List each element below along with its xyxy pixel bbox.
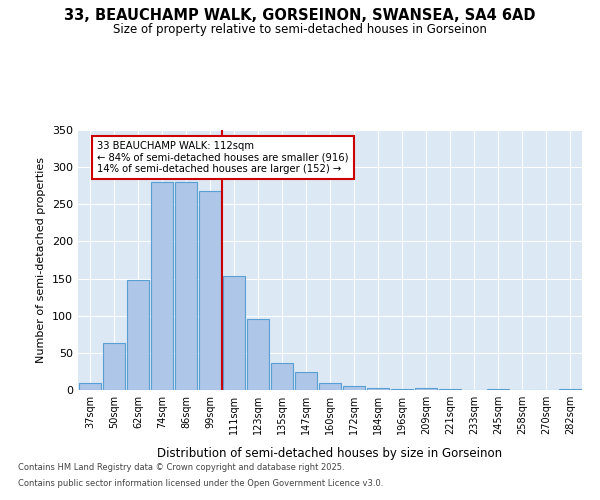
Text: Contains public sector information licensed under the Open Government Licence v3: Contains public sector information licen… (18, 478, 383, 488)
Bar (295, 372, 317, 390)
Bar (271, 362, 293, 390)
Bar (343, 386, 365, 390)
Bar (415, 388, 437, 390)
Bar (103, 343, 125, 390)
Y-axis label: Number of semi-detached properties: Number of semi-detached properties (37, 157, 46, 363)
Text: Contains HM Land Registry data © Crown copyright and database right 2025.: Contains HM Land Registry data © Crown c… (18, 464, 344, 472)
Text: Size of property relative to semi-detached houses in Gorseinon: Size of property relative to semi-detach… (113, 22, 487, 36)
Bar (223, 276, 245, 390)
Bar (319, 384, 341, 390)
Bar (391, 388, 413, 390)
Bar (79, 382, 101, 390)
Bar (127, 280, 149, 390)
Text: Distribution of semi-detached houses by size in Gorseinon: Distribution of semi-detached houses by … (157, 448, 503, 460)
Bar (175, 182, 197, 390)
Bar (367, 388, 389, 390)
Text: 33 BEAUCHAMP WALK: 112sqm
← 84% of semi-detached houses are smaller (916)
14% of: 33 BEAUCHAMP WALK: 112sqm ← 84% of semi-… (97, 141, 349, 174)
Text: 33, BEAUCHAMP WALK, GORSEINON, SWANSEA, SA4 6AD: 33, BEAUCHAMP WALK, GORSEINON, SWANSEA, … (64, 8, 536, 22)
Bar (199, 191, 221, 390)
Bar (247, 320, 269, 390)
Bar (151, 182, 173, 390)
